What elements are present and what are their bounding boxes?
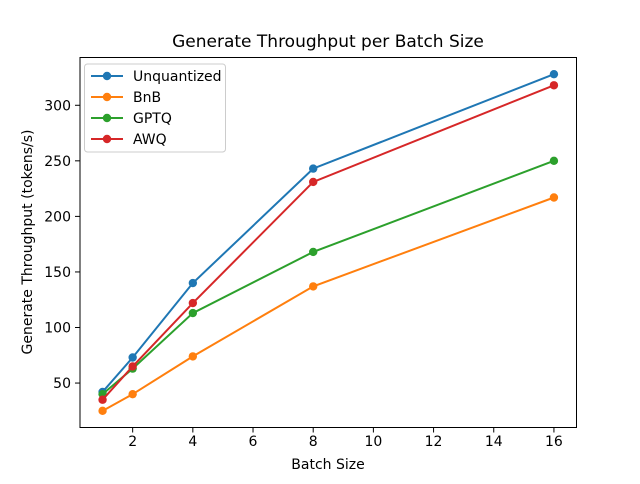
x-tick-label: 4 [188,434,197,450]
legend-entry-unquantized: Unquantized [91,69,222,85]
data-point [188,278,198,288]
y-tick-label: 50 [53,376,71,392]
data-point [128,353,137,362]
x-tick-label: 2 [128,434,137,450]
data-point [188,352,198,361]
data-point [128,389,137,399]
legend-marker [102,92,112,102]
legend-label: Unquantized [133,69,222,85]
data-point [188,298,198,308]
legend: Unquantized BnB GPTQ AWQ [84,63,226,153]
data-point [309,247,318,257]
legend-label: BnB [133,90,161,106]
y-axis-label: Generate Throughput (tokens/s) [20,130,36,355]
data-point [549,81,559,90]
x-tick-label: 12 [425,434,443,450]
data-point [188,308,198,318]
data-point [549,69,559,79]
y-tick-label: 150 [44,265,71,281]
legend-marker [102,71,112,81]
legend-box [84,63,226,153]
y-tick-label: 100 [44,321,71,337]
data-point [128,362,137,371]
y-tick-label: 250 [44,154,71,170]
legend-entry-awq: AWQ [91,132,167,148]
data-point [309,177,318,187]
data-point [98,406,107,416]
y-tick-label: 300 [44,98,71,114]
x-tick-label: 14 [485,434,503,450]
plot-border [79,57,577,428]
x-tick-label: 16 [545,434,563,450]
chart-title: Generate Throughput per Batch Size [172,32,484,52]
legend-entry-bnb: BnB [91,90,161,106]
series-awq [98,81,559,404]
x-tick-label: 10 [364,434,382,450]
legend-marker [102,113,112,123]
legend-marker [102,134,112,144]
legend-label: GPTQ [133,111,172,127]
legend-entry-gptq: GPTQ [91,111,172,127]
data-point [309,164,318,173]
legend-label: AWQ [133,132,167,148]
x-tick-label: 6 [249,434,258,450]
x-tick-label: 8 [309,434,318,450]
data-point [549,193,559,202]
data-point [549,156,559,166]
series-bnb [98,193,559,416]
x-axis-label: Batch Size [291,457,364,473]
data-point [309,282,318,291]
y-tick-label: 200 [44,209,71,225]
data-point [98,395,107,404]
